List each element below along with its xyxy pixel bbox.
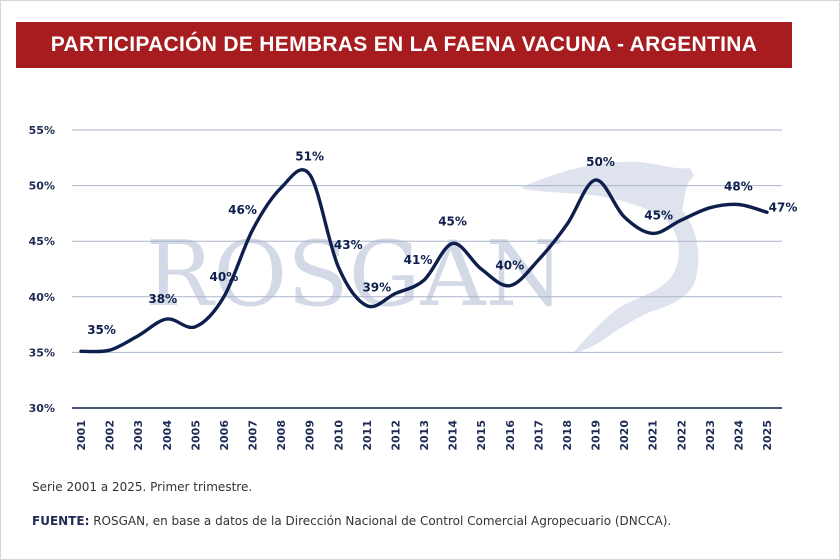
x-tick-label: 2013 [418,420,431,451]
data-label: 48% [724,180,753,194]
x-tick-label: 2006 [218,420,231,451]
x-tick-label: 2008 [275,420,288,451]
data-label: 43% [334,238,363,252]
x-tick-label: 2010 [332,420,345,451]
chart-title-banner: PARTICIPACIÓN DE HEMBRAS EN LA FAENA VAC… [16,22,792,68]
source-text: ROSGAN, en base a datos de la Dirección … [89,514,672,528]
y-tick-label: 50% [29,180,55,193]
y-tick-label: 45% [29,235,55,248]
x-tick-label: 2017 [532,420,545,451]
x-tick-label: 2011 [361,420,374,451]
x-tick-label: 2007 [247,420,260,451]
source-label: FUENTE: [32,514,90,528]
x-tick-label: 2015 [475,420,488,451]
data-label: 46% [228,203,257,217]
x-tick-label: 2016 [504,420,517,451]
x-tick-label: 2024 [732,420,745,451]
x-tick-label: 2022 [675,420,688,451]
x-tick-label: 2004 [161,420,174,451]
data-label: 50% [586,155,615,169]
data-label: 47% [769,200,798,214]
data-label: 40% [210,270,239,284]
watermark: ROSGAN [146,161,699,354]
data-label: 51% [295,149,324,163]
data-label: 41% [404,253,433,267]
x-tick-label: 2012 [389,420,402,451]
grid [72,129,782,409]
x-tick-label: 2014 [447,420,460,451]
x-tick-label: 2005 [189,420,202,451]
series-note: Serie 2001 a 2025. Primer trimestre. [32,480,253,494]
data-label: 39% [362,281,391,295]
data-label: 38% [148,292,177,306]
x-tick-label: 2003 [132,420,145,451]
x-tick-label: 2002 [104,420,117,451]
series-line [79,168,769,354]
y-tick-label: 40% [29,291,55,304]
x-tick-label: 2023 [704,420,717,451]
x-tick-label: 2001 [75,420,88,451]
source-note: FUENTE: ROSGAN, en base a datos de la Di… [32,514,671,528]
data-label: 45% [644,208,673,222]
x-tick-label: 2020 [618,420,631,451]
y-tick-label: 30% [29,402,55,415]
data-label: 40% [495,259,524,273]
x-tick-label: 2021 [647,420,660,451]
x-tick-label: 2009 [304,420,317,451]
cow-head-watermark-icon [520,161,699,354]
data-label: 45% [438,214,467,228]
x-axis-ticks: 2001 2002 2003 2004 2005 2006 2007 2008 2009 2010… [75,420,774,451]
data-label: 35% [87,323,116,337]
x-tick-label: 2025 [761,420,774,451]
y-tick-label: 55% [29,124,55,137]
y-tick-label: 35% [29,346,55,359]
y-axis-ticks: 30% 35% 40% 45% 50% 55% [29,124,55,415]
data-labels: 35% 38% 40% 46% 51% 43% 39% 41% 45% 40% 50% 45% 48% 4… [87,149,797,337]
x-tick-label: 2019 [590,420,603,451]
x-tick-label: 2018 [561,420,574,451]
